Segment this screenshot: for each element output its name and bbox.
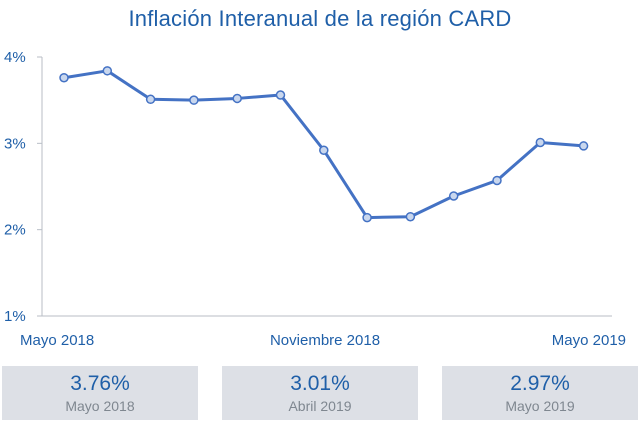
data-point <box>275 90 286 100</box>
data-point <box>59 72 69 83</box>
y-tick-label: 1% <box>4 308 26 325</box>
stat-card-2: 3.01% Abril 2019 <box>222 366 418 420</box>
y-tick-label: 4% <box>4 49 26 66</box>
x-tick-label: Mayo 2018 <box>20 332 94 349</box>
data-point <box>189 95 199 105</box>
data-point <box>362 212 372 223</box>
stat-card-1: 3.76% Mayo 2018 <box>2 366 198 420</box>
series-line <box>62 69 586 220</box>
data-point <box>448 191 459 201</box>
stat-value: 2.97% <box>510 372 570 395</box>
data-point <box>102 66 113 76</box>
x-tick-label: Mayo 2019 <box>552 332 626 349</box>
stat-label: Abril 2019 <box>288 398 352 414</box>
stat-card-3: 2.97% Mayo 2019 <box>442 366 638 420</box>
line-chart: 1% 2% 3% 4% Mayo 2018 Noviembre 2018 Mayo 2019 <box>4 49 626 349</box>
data-point <box>492 175 502 186</box>
data-point <box>145 94 156 105</box>
data-point <box>405 211 416 222</box>
stat-value: 3.01% <box>290 372 350 395</box>
chart-title: Inflación Interanual de la región CARD <box>128 6 512 31</box>
y-tick-label: 3% <box>4 135 26 152</box>
data-point <box>319 145 329 155</box>
y-tick-label: 2% <box>4 222 26 239</box>
stat-label: Mayo 2018 <box>65 398 135 414</box>
x-tick-label: Noviembre 2018 <box>270 332 380 349</box>
stat-value: 3.76% <box>70 372 130 395</box>
stat-label: Mayo 2019 <box>505 398 575 414</box>
data-point <box>232 93 242 104</box>
data-point <box>535 137 546 148</box>
data-point <box>578 141 589 151</box>
